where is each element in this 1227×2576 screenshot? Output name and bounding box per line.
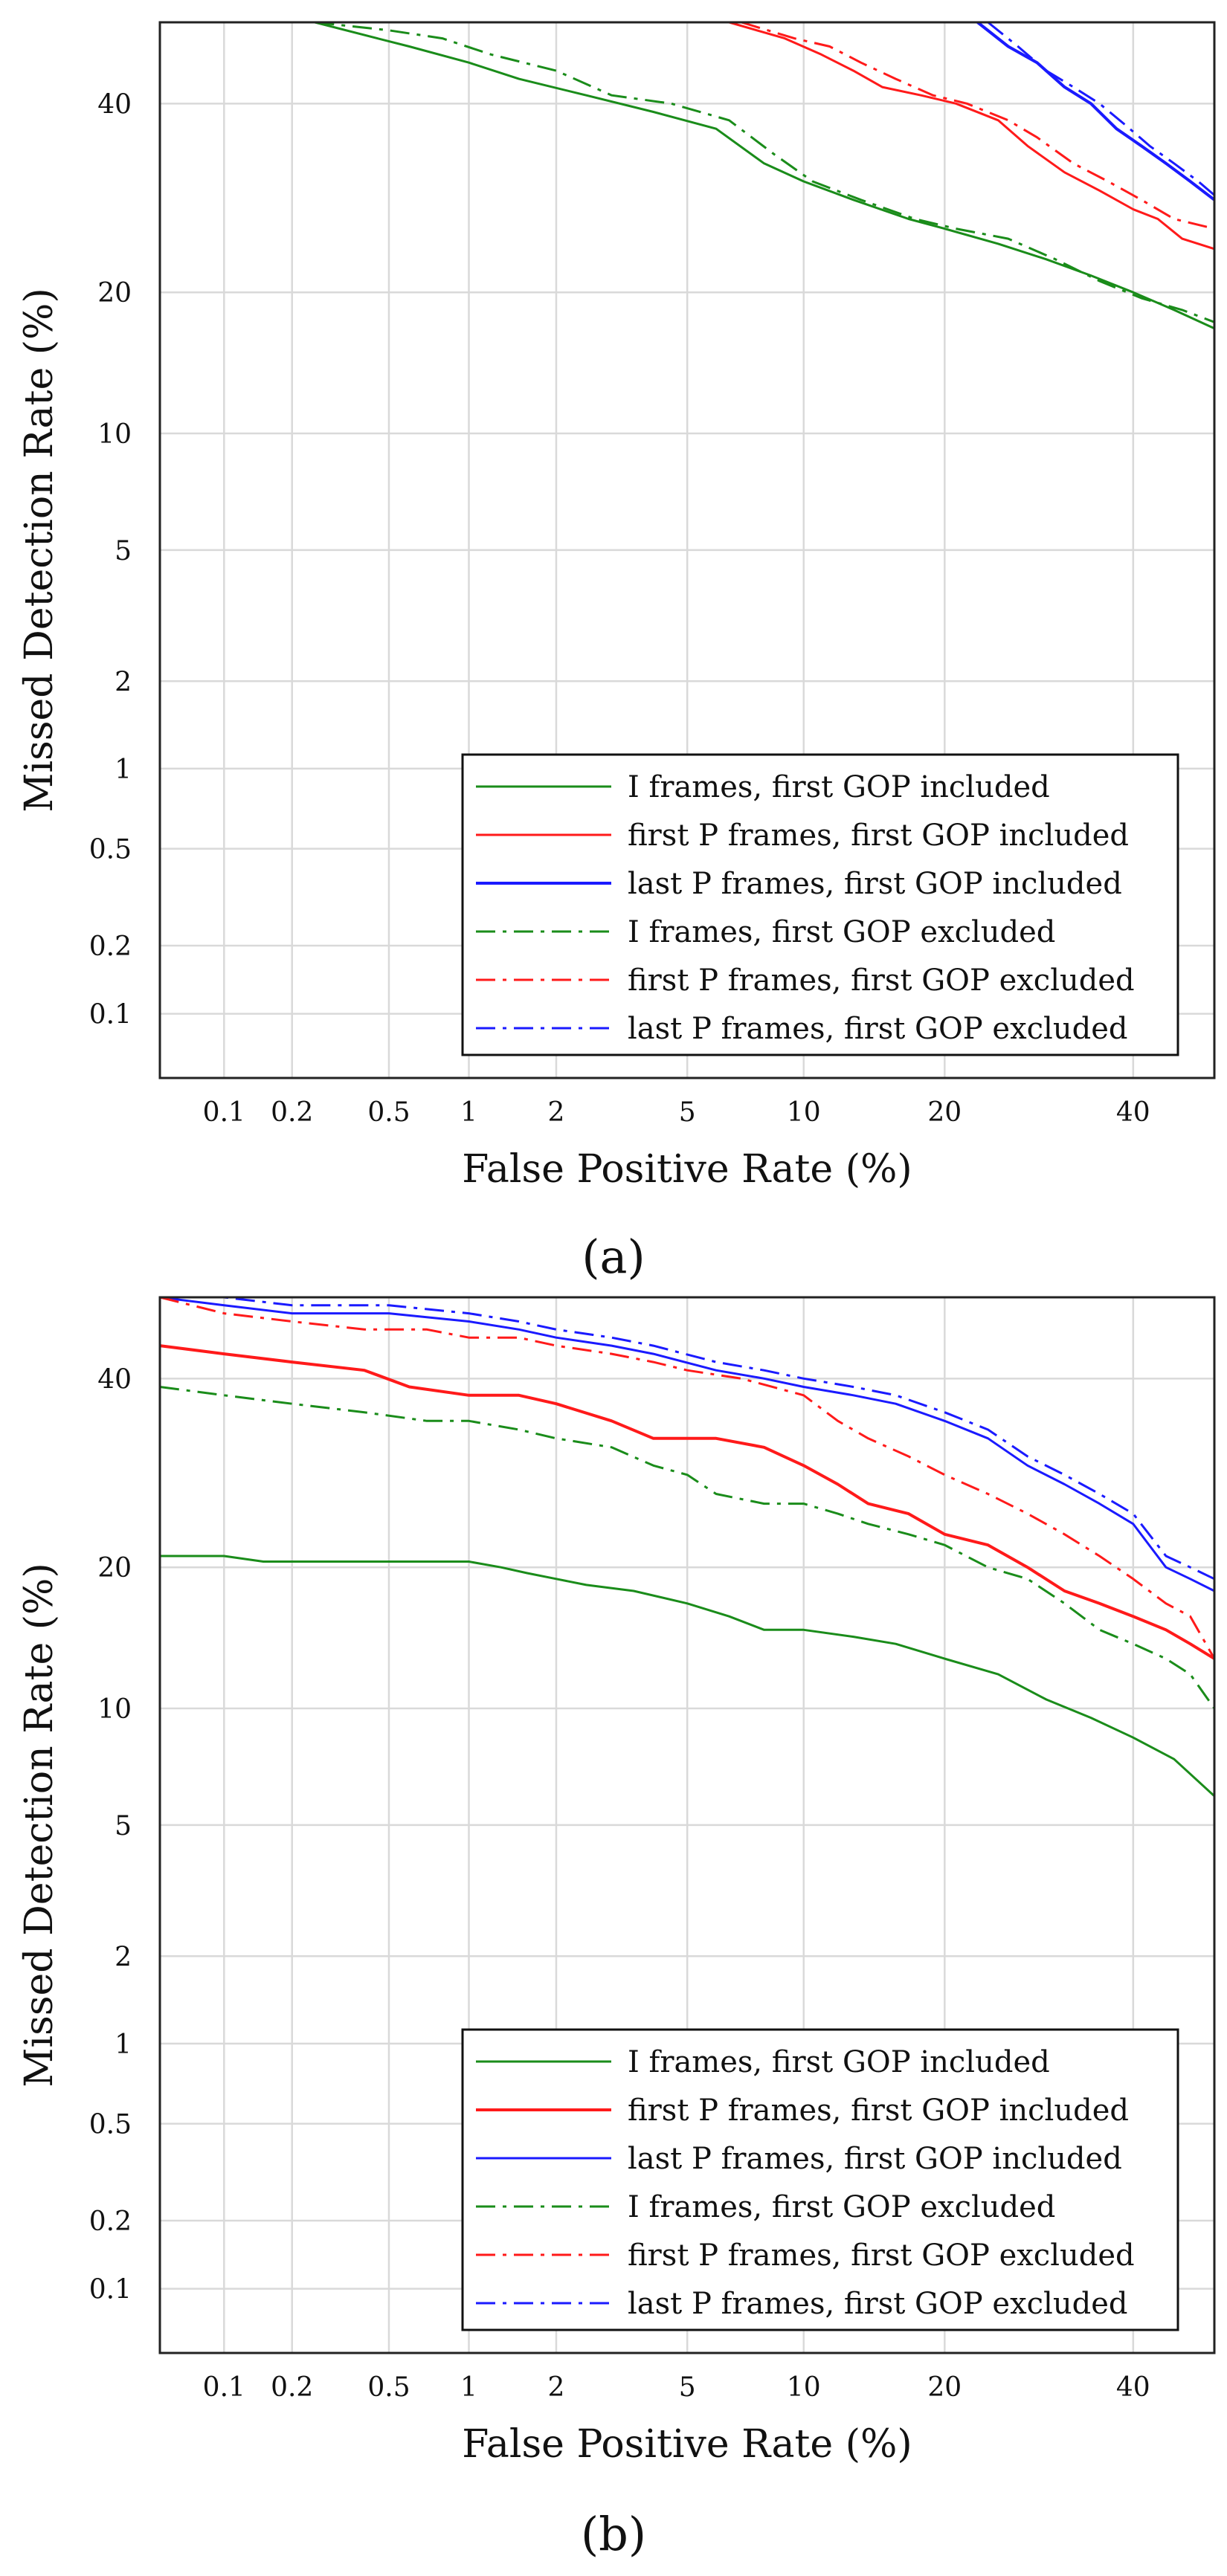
x-tick-label: 2 (548, 1097, 565, 1128)
legend-box (461, 2028, 1179, 2331)
series-line-4 (741, 21, 1215, 230)
legend-entry-2: last P frames, first GOP included (628, 2142, 1122, 2176)
x-tick-label: 2 (548, 2372, 565, 2403)
y-tick-label: 10 (97, 419, 132, 450)
x-tick-label: 5 (679, 2372, 696, 2403)
legend-entry-2: last P frames, first GOP included (628, 867, 1122, 901)
legend: I frames, first GOP included first P fram… (461, 753, 1179, 1056)
y-tick-label: 0.1 (89, 2275, 132, 2305)
series-line-3 (315, 21, 1215, 323)
legend-entry-4: first P frames, first GOP excluded (628, 963, 1135, 998)
y-tick-label: 20 (97, 278, 132, 309)
x-tick-label: 0.2 (271, 2372, 313, 2403)
x-tick-label: 1 (460, 1097, 477, 1128)
series-line-2 (976, 21, 1216, 201)
legend: I frames, first GOP included first P fram… (461, 2028, 1179, 2331)
y-tick-label: 5 (115, 1811, 132, 1841)
series-line-0 (160, 1555, 1216, 1798)
legend-entry-0: I frames, first GOP included (628, 770, 1050, 804)
panel-label: (b) (581, 2507, 646, 2561)
legend-entry-1: first P frames, first GOP included (628, 819, 1129, 853)
y-tick-label: 1 (115, 2030, 132, 2060)
legend-entry-3: I frames, first GOP excluded (628, 2190, 1055, 2224)
x-tick-label: 0.5 (367, 1097, 410, 1128)
y-tick-label: 0.5 (89, 835, 132, 865)
x-tick-label: 0.1 (203, 2372, 245, 2403)
y-tick-label: 0.1 (89, 1000, 132, 1030)
series-line-5 (160, 1296, 1215, 1581)
y-axis-label: Missed Detection Rate (%) (17, 288, 62, 812)
legend-entry-5: last P frames, first GOP excluded (628, 2287, 1127, 2321)
y-tick-label: 0.5 (89, 2110, 132, 2140)
y-axis-label: Missed Detection Rate (%) (17, 1563, 62, 2087)
y-tick-label: 2 (115, 1942, 132, 1972)
x-tick-label: 10 (787, 2372, 821, 2403)
y-tick-label: 5 (115, 536, 132, 566)
legend-entry-3: I frames, first GOP excluded (628, 915, 1055, 949)
legend-entry-0: I frames, first GOP included (628, 2045, 1050, 2079)
x-tick-label: 40 (1116, 1097, 1150, 1128)
x-tick-label: 20 (927, 2372, 962, 2403)
x-tick-label: 0.5 (367, 2372, 410, 2403)
legend-box (461, 753, 1179, 1056)
x-tick-label: 40 (1116, 2372, 1150, 2403)
y-tick-label: 10 (97, 1694, 132, 1725)
x-axis-label: False Positive Rate (%) (462, 2422, 912, 2467)
y-tick-label: 40 (97, 1364, 132, 1395)
panel-a: 0.1 0.2 0.5 1 2 5 10 20 40 0.1 0.2 0.5 1 2 5 10 20 40 Fals… (17, 21, 1216, 1284)
y-tick-label: 1 (115, 755, 132, 785)
series-line-1 (159, 1344, 1216, 1660)
x-tick-label: 20 (927, 1097, 962, 1128)
x-tick-label: 0.2 (271, 1097, 313, 1128)
series-line-5 (987, 21, 1215, 196)
plot-frame (158, 1296, 1216, 2354)
series-line-3 (159, 1386, 1216, 1709)
series-line-4 (159, 1296, 1216, 1659)
x-tick-label: 5 (679, 1097, 696, 1128)
y-tick-label: 40 (97, 89, 132, 120)
x-axis-label: False Positive Rate (%) (462, 1147, 912, 1192)
x-tick-label: 1 (460, 2372, 477, 2403)
series-line-0 (315, 21, 1215, 330)
legend-entry-4: first P frames, first GOP excluded (628, 2238, 1135, 2273)
series-line-2 (159, 1296, 1215, 1592)
legend-entry-1: first P frames, first GOP included (628, 2094, 1129, 2128)
x-tick-label: 10 (787, 1097, 821, 1128)
series-line-1 (729, 21, 1215, 251)
y-tick-label: 2 (115, 667, 132, 697)
legend-entry-5: last P frames, first GOP excluded (628, 1012, 1127, 1046)
y-tick-label: 0.2 (89, 932, 132, 962)
plot-frame (158, 21, 1216, 1079)
panel-label: (a) (582, 1230, 645, 1284)
y-tick-label: 20 (97, 1553, 132, 1584)
panel-b: 0.1 0.2 0.5 1 2 5 10 20 40 0.1 0.2 0.5 1 2 5 10 20 40 Fals… (17, 1296, 1216, 2561)
y-tick-label: 0.2 (89, 2207, 132, 2237)
x-tick-label: 0.1 (203, 1097, 245, 1128)
